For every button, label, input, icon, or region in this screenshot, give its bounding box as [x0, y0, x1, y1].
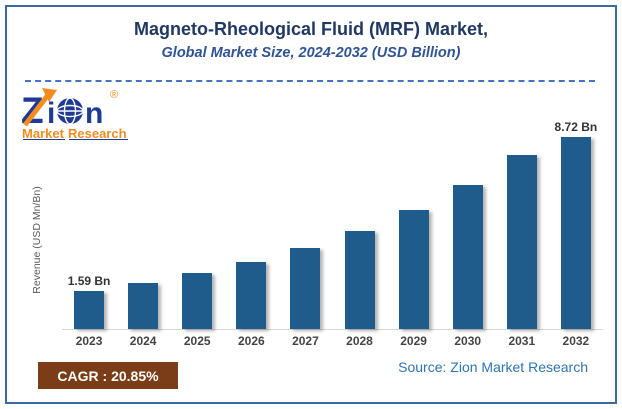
bar-2027	[290, 247, 321, 329]
bar-2028	[344, 230, 375, 329]
logo-arrow-shaft	[23, 93, 50, 127]
logo-word-research: Research	[68, 126, 127, 140]
x-axis-labels: 2023 2024 2025 2026 2027 2028 2029 2030 2031 2032	[62, 334, 603, 348]
x-tick-2030: 2030	[454, 334, 482, 348]
logo-letter-z: Z	[21, 90, 44, 131]
x-tick-2023: 2023	[75, 334, 103, 348]
x-tick-2032: 2032	[562, 334, 590, 348]
bar-2030	[452, 185, 483, 329]
bar-slot-2027	[278, 120, 332, 329]
x-tick-2025: 2025	[183, 334, 211, 348]
bar-2025	[182, 273, 213, 329]
bar-slot-2026	[224, 120, 278, 329]
cagr-badge: CAGR : 20.85%	[38, 362, 178, 389]
chart-subtitle: Global Market Size, 2024-2032 (USD Billi…	[161, 45, 461, 61]
logo-arrow-head	[42, 88, 57, 102]
header-divider	[25, 80, 595, 82]
x-tick-2024: 2024	[129, 334, 157, 348]
bar-2032	[560, 137, 591, 329]
x-tick-2026: 2026	[237, 334, 265, 348]
x-tick-2031: 2031	[508, 334, 536, 348]
source-text: Source: Zion Market Research	[398, 359, 588, 375]
bar-slot-2029	[387, 120, 441, 329]
logo-word-market: Market	[22, 126, 65, 140]
bar-value-label-2032: 8.72 Bn	[554, 120, 598, 134]
x-tick-2029: 2029	[400, 334, 427, 348]
bar-value-label-2023: 1.59 Bn	[67, 273, 111, 288]
outer-border	[5, 5, 617, 404]
bar-slot-2030	[441, 120, 495, 329]
bar-slot-2028	[332, 120, 386, 329]
x-tick-2028: 2028	[346, 334, 373, 348]
logo-letter-n: n	[85, 97, 103, 130]
logo-letter-i: i	[47, 97, 55, 130]
bar-slot-2025	[170, 120, 224, 329]
bar-2023	[74, 290, 105, 329]
bar-slot-2032: 8.72 Bn	[549, 120, 603, 329]
plot-area: 1.59 Bn 8.72 Bn	[62, 120, 603, 330]
bar-2029	[398, 210, 429, 329]
zion-logo: Z i n ® Market Research	[21, 88, 128, 140]
bar-slot-2024	[116, 120, 170, 329]
logo-globe-icon	[56, 97, 84, 125]
logo-registered-mark: ®	[110, 89, 118, 101]
bar-2031	[506, 155, 537, 329]
x-tick-2027: 2027	[292, 334, 319, 348]
bar-2024	[128, 282, 159, 329]
chart-title: Magneto-Rheological Fluid (MRF) Market,	[134, 19, 488, 39]
bar-2026	[236, 261, 267, 329]
bar-slot-2023: 1.59 Bn	[62, 120, 116, 329]
bar-slot-2031	[495, 120, 549, 329]
y-axis-label: Revenue (USD Mn/Bn)	[31, 186, 43, 294]
